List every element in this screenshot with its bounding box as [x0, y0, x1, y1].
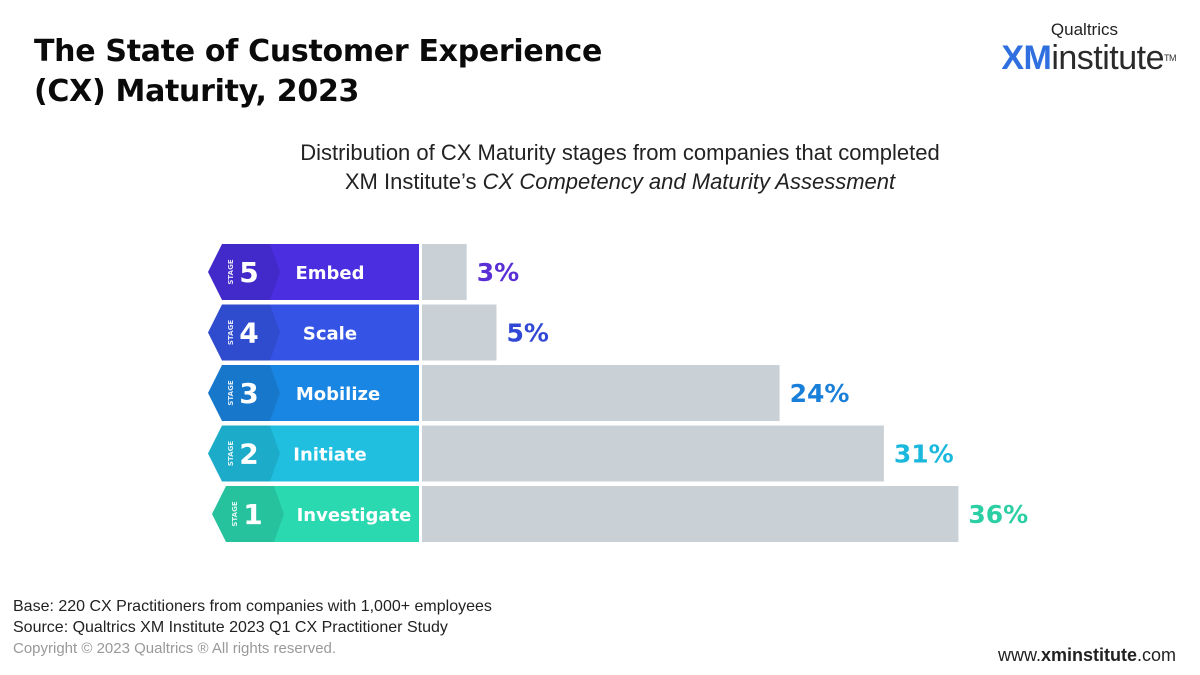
stage-4-badge — [208, 304, 280, 361]
xm-institute-logo: Qualtrics XMinstituteTM — [936, 20, 1176, 76]
stage-1-badge — [212, 486, 284, 542]
stage-3-bar — [422, 365, 780, 421]
subtitle-line-2: XM Institute’s CX Competency and Maturit… — [220, 167, 1020, 196]
stage-4-bar — [422, 304, 497, 361]
stage-4-value-label: 5% — [507, 319, 549, 348]
stage-1-stage-label: STAGE — [231, 501, 239, 526]
stage-4-stage-label: STAGE — [227, 320, 235, 345]
stage-3-number: 3 — [239, 377, 258, 410]
stage-3-badge — [208, 365, 280, 421]
stage-2-name: Initiate — [293, 445, 366, 466]
footer-notes: Base: 220 CX Practitioners from companie… — [13, 596, 492, 659]
stage-5-badge — [208, 244, 280, 300]
footer-copyright: Copyright © 2023 Qualtrics ® All rights … — [13, 640, 337, 657]
stage-4-number: 4 — [239, 317, 258, 350]
stage-5-bar — [422, 244, 467, 300]
stage-1-bar — [422, 486, 959, 542]
logo-brand: Qualtrics — [1050, 20, 1118, 39]
stage-2-band — [208, 425, 419, 482]
stage-1-band — [212, 486, 419, 542]
stage-2-number: 2 — [239, 438, 258, 471]
logo-trademark: TM — [1164, 53, 1177, 63]
stage-1-name: Investigate — [297, 505, 412, 526]
stage-5-name: Embed — [295, 263, 364, 284]
subtitle-plain: XM Institute’s — [344, 169, 483, 194]
logo-wordmark: XMinstituteTM — [936, 40, 1176, 76]
stage-3-stage-label: STAGE — [227, 380, 235, 405]
logo-institute: institute — [1051, 39, 1164, 77]
stage-5-band — [208, 244, 419, 300]
website-domain: xminstitute — [1040, 645, 1137, 665]
stage-1-value-label: 36% — [968, 500, 1028, 529]
stage-4-name: Scale — [303, 324, 357, 345]
stage-2-value-label: 31% — [894, 440, 954, 469]
footer-source: Source: Qualtrics XM Institute 2023 Q1 C… — [13, 619, 448, 636]
title-line-1: The State of Customer Experience — [34, 34, 603, 69]
chart-subtitle: Distribution of CX Maturity stages from … — [220, 138, 1020, 196]
stage-2-badge — [208, 425, 280, 482]
stage-3-name: Mobilize — [296, 384, 380, 405]
stage-5-stage-label: STAGE — [227, 259, 235, 284]
stage-2-stage-label: STAGE — [227, 441, 235, 466]
stage-5-value-label: 3% — [477, 258, 519, 287]
stage-2-bar — [422, 425, 884, 482]
stage-3-value-label: 24% — [790, 379, 850, 408]
stage-4-band — [208, 304, 419, 361]
website-url[interactable]: www.xminstitute.com — [998, 645, 1176, 666]
subtitle-italic: CX Competency and Maturity Assessment — [482, 169, 896, 194]
stage-3-band — [208, 365, 419, 421]
page-title: The State of Customer Experience (CX) Ma… — [34, 32, 734, 112]
logo-xm: XM — [1001, 39, 1052, 77]
website-prefix: www. — [997, 645, 1041, 665]
footer-base: Base: 220 CX Practitioners from companie… — [13, 598, 492, 615]
title-line-2: (CX) Maturity, 2023 — [34, 74, 360, 109]
stage-5-number: 5 — [239, 256, 258, 289]
subtitle-line-1: Distribution of CX Maturity stages from … — [300, 140, 940, 165]
stage-1-number: 1 — [243, 498, 262, 531]
website-suffix: .com — [1136, 645, 1176, 665]
